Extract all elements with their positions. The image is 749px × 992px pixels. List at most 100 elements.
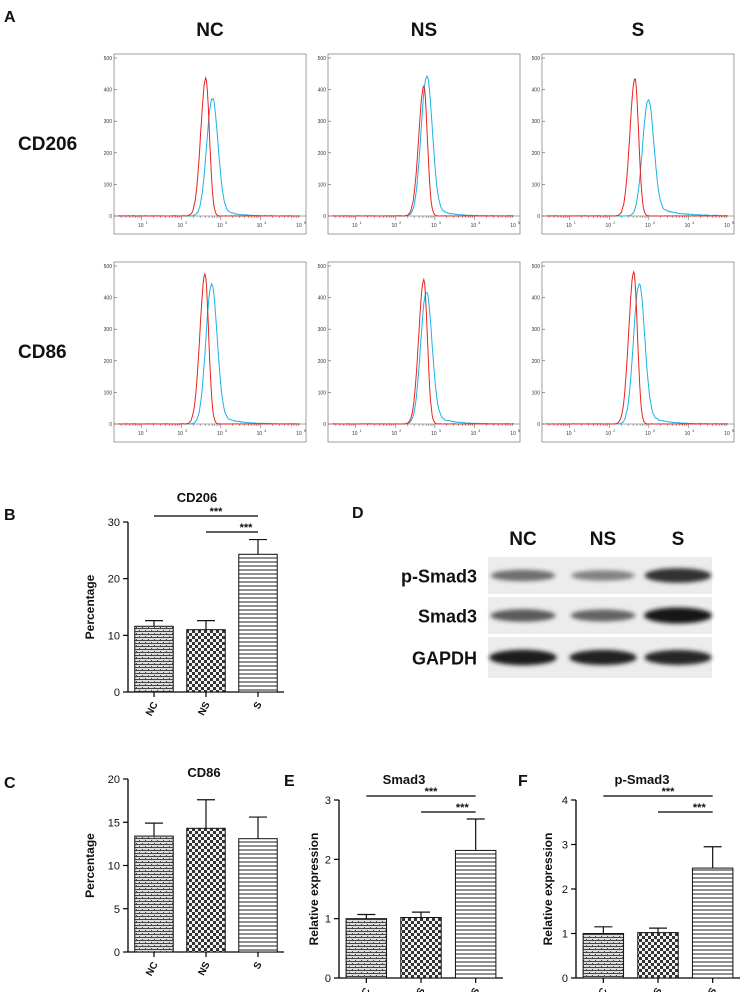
x-tick-exponent: 4 xyxy=(264,429,266,433)
bar-s xyxy=(454,849,497,979)
y-tick-label: 400 xyxy=(318,296,327,302)
panel-label-d: D xyxy=(352,505,364,522)
x-tick-label: 10 xyxy=(257,431,263,437)
x-tick-label: 10 xyxy=(566,431,572,437)
isotype-histogram-line xyxy=(546,78,728,217)
x-tick-label-ns: NS xyxy=(648,986,664,992)
y-tick-label: 2 xyxy=(325,854,331,866)
x-tick-exponent: 2 xyxy=(613,429,615,433)
blot-row-p-smad3: p-Smad3 xyxy=(401,557,712,594)
x-tick-exponent: 3 xyxy=(439,221,441,225)
blot-band-nc xyxy=(490,569,556,582)
x-tick-label-ns: NS xyxy=(196,960,212,978)
x-tick-exponent: 5 xyxy=(304,429,306,433)
significance-stars: *** xyxy=(240,522,254,534)
y-tick-label: 0 xyxy=(114,687,120,699)
y-tick-label: 100 xyxy=(104,182,113,188)
x-tick-label-nc: NC xyxy=(593,986,609,992)
row-label-cd206: CD206 xyxy=(18,134,77,155)
y-tick-label: 500 xyxy=(104,264,113,270)
blot-lane-header-ns: NS xyxy=(590,529,616,550)
x-tick-label: 10 xyxy=(566,223,572,229)
x-tick-label: 10 xyxy=(178,223,184,229)
y-tick-label: 200 xyxy=(104,359,113,365)
y-tick-label: 200 xyxy=(532,359,541,365)
panel-label-f: F xyxy=(518,773,528,790)
y-tick-label: 3 xyxy=(325,795,331,807)
x-tick-exponent: 3 xyxy=(225,221,227,225)
x-tick-exponent: 1 xyxy=(146,221,148,225)
bar-ns xyxy=(186,629,226,693)
y-tick-label: 400 xyxy=(532,296,541,302)
blot-lane-header-s: S xyxy=(672,529,685,550)
x-tick-exponent: 1 xyxy=(574,221,576,225)
x-tick-label: 10 xyxy=(257,223,263,229)
bar-nc xyxy=(582,933,625,979)
chart-title: CD206 xyxy=(177,490,217,505)
y-tick-label: 0 xyxy=(325,973,331,985)
significance-stars: *** xyxy=(425,786,439,798)
significance-stars: *** xyxy=(210,506,224,518)
y-tick-label: 5 xyxy=(114,904,120,916)
x-tick-exponent: 2 xyxy=(399,221,401,225)
y-tick-label: 500 xyxy=(532,264,541,270)
y-tick-label: 20 xyxy=(108,774,120,786)
x-tick-exponent: 4 xyxy=(478,429,480,433)
x-tick-exponent: 4 xyxy=(692,221,694,225)
y-tick-label: 0 xyxy=(114,947,120,959)
x-tick-label-nc: NC xyxy=(144,960,160,978)
blot-band-nc xyxy=(489,649,557,666)
x-tick-label: 10 xyxy=(178,431,184,437)
bar-ns xyxy=(400,916,442,979)
x-tick-label: 10 xyxy=(392,223,398,229)
x-tick-label: 10 xyxy=(352,223,358,229)
x-tick-exponent: 1 xyxy=(574,429,576,433)
x-tick-label: 10 xyxy=(138,431,144,437)
x-tick-exponent: 5 xyxy=(518,429,520,433)
blot-row-smad3: Smad3 xyxy=(418,597,712,634)
y-tick-label: 500 xyxy=(532,56,541,62)
significance-stars: *** xyxy=(662,786,676,798)
y-tick-label: 300 xyxy=(318,327,327,333)
bar-nc xyxy=(345,918,388,979)
x-tick-label: 10 xyxy=(606,223,612,229)
isotype-histogram-line xyxy=(331,84,514,217)
y-tick-label: 500 xyxy=(318,56,327,62)
y-tick-label: 300 xyxy=(104,327,113,333)
x-tick-exponent: 3 xyxy=(225,429,227,433)
x-tick-label: 10 xyxy=(606,431,612,437)
bar-s xyxy=(238,553,278,693)
y-tick-label: 400 xyxy=(318,88,327,94)
blot-row-gapdh: GAPDH xyxy=(412,637,712,678)
x-tick-label: 10 xyxy=(724,223,730,229)
y-axis-label: Percentage xyxy=(83,574,97,639)
panel-e-smad3-bar-chart: E Smad3 Relative expression 0 1 2 3 NC NS S *** *** xyxy=(284,772,503,992)
y-tick-label: 200 xyxy=(318,151,327,157)
x-tick-exponent: 2 xyxy=(399,429,401,433)
x-tick-label: 10 xyxy=(217,223,223,229)
x-tick-label: 10 xyxy=(431,431,437,437)
panel-label-c: C xyxy=(4,775,16,792)
blot-band-nc xyxy=(490,609,556,622)
panel-label-e: E xyxy=(284,773,295,790)
y-tick-label: 0 xyxy=(323,422,326,428)
x-tick-label: 10 xyxy=(392,431,398,437)
y-tick-label: 500 xyxy=(318,264,327,270)
y-tick-label: 200 xyxy=(318,359,327,365)
y-tick-label: 0 xyxy=(562,973,568,985)
x-tick-exponent: 1 xyxy=(146,429,148,433)
blot-row-label: GAPDH xyxy=(412,649,477,669)
isotype-histogram-line xyxy=(331,277,515,425)
x-tick-label: 10 xyxy=(217,431,223,437)
y-tick-label: 20 xyxy=(108,574,120,586)
histogram-frame xyxy=(327,53,521,235)
y-tick-label: 0 xyxy=(109,422,112,428)
x-tick-label-nc: NC xyxy=(144,700,160,718)
x-tick-label-s: S xyxy=(706,986,719,992)
y-tick-label: 4 xyxy=(562,795,568,807)
y-tick-label: 100 xyxy=(532,390,541,396)
